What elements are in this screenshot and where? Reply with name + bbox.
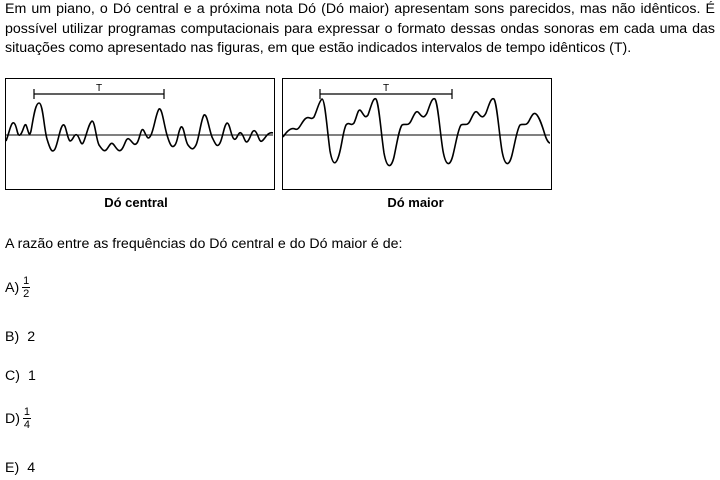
- question-text: A razão entre as frequências do Dó centr…: [5, 236, 403, 252]
- option-d-fraction: 1 4: [22, 406, 31, 431]
- period-label: T: [383, 83, 389, 94]
- option-c-value: 1: [27, 368, 36, 384]
- option-d-numerator: 1: [23, 406, 31, 418]
- option-e[interactable]: E) 4: [5, 460, 35, 476]
- option-a-numerator: 1: [23, 275, 30, 287]
- option-b[interactable]: B) 2: [5, 329, 35, 345]
- option-a-denominator: 2: [23, 288, 30, 300]
- option-d-denominator: 4: [23, 419, 31, 431]
- option-c[interactable]: C) 1: [5, 368, 36, 384]
- option-d[interactable]: D) 1 4: [5, 406, 31, 431]
- caption-do-maior: Dó maior: [387, 195, 444, 210]
- period-label: T: [96, 83, 102, 94]
- fraction-bar: [22, 287, 31, 288]
- fraction-bar: [22, 418, 31, 419]
- intro-paragraph: Em um piano, o Dó central e a próxima no…: [5, 1, 715, 56]
- option-a[interactable]: A) 1 2: [5, 275, 31, 300]
- waveform-do-central: [6, 102, 273, 152]
- option-e-value: 4: [27, 460, 36, 476]
- option-a-letter: A): [5, 279, 20, 296]
- option-e-letter: E): [5, 460, 20, 476]
- waveform-chart-do-maior: T: [283, 83, 550, 167]
- option-b-value: 2: [27, 329, 36, 345]
- waveform-chart-do-central: T: [6, 83, 273, 152]
- waveform-panel-do-central: T: [5, 78, 275, 190]
- waveform-do-maior: [283, 97, 550, 167]
- option-a-fraction: 1 2: [22, 275, 31, 300]
- option-b-letter: B): [5, 329, 20, 345]
- option-d-letter: D): [5, 410, 20, 427]
- waveform-panel-do-maior: T: [282, 78, 552, 190]
- option-c-letter: C): [5, 368, 20, 384]
- caption-do-central: Dó central: [104, 195, 168, 210]
